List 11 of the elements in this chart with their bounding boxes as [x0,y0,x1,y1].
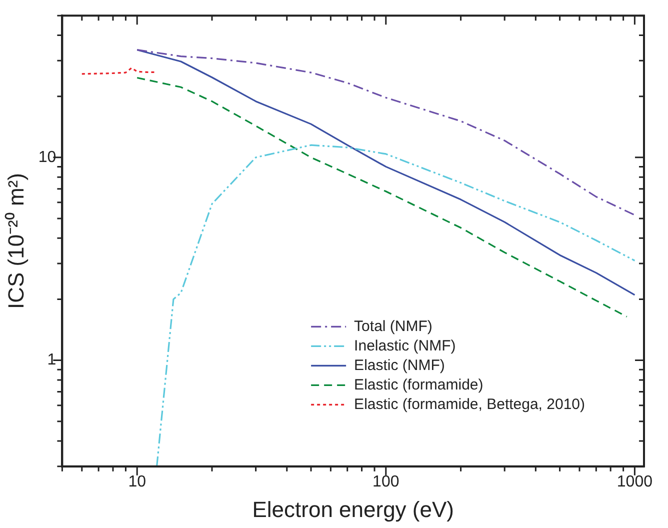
x-tick-label: 10 [128,473,146,490]
x-axis-title: Electron energy (eV) [252,496,454,522]
y-tick-label: 1 [47,352,56,369]
legend-label: Inelastic (NMF) [354,337,456,354]
y-axis-title: ICS (10⁻²⁰ m²) [3,173,28,309]
legend-label: Elastic (formamide) [354,376,484,394]
legend-label: Total (NMF) [354,318,432,335]
legend-label: Elastic (formamide, Bettega, 2010) [354,396,586,413]
x-tick-label: 100 [372,473,400,490]
legend-label: Elastic (NMF) [354,356,445,374]
x-tick-label: 1000 [616,473,653,490]
